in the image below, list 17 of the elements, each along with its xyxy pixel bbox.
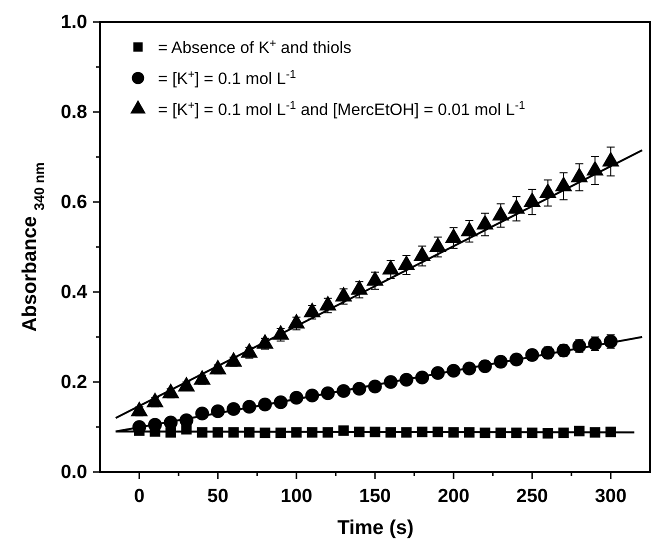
legend-label: = Absence of K$^{+}$ and thiols xyxy=(158,38,352,57)
x-tick-label: 300 xyxy=(594,486,627,507)
x-tick-label: 200 xyxy=(438,486,470,507)
x-tick-label: 100 xyxy=(280,486,312,507)
x-tick-label: 250 xyxy=(516,486,548,507)
x-tick-label: 50 xyxy=(207,486,228,507)
y-tick-label: 1.0 xyxy=(60,12,88,34)
y-tick-label: 0.4 xyxy=(60,282,88,304)
x-tick-label: 0 xyxy=(134,486,145,507)
legend-label: = [K$^{+}$] = 0.1 mol L$^{-1}$ xyxy=(158,69,296,88)
legend-label: = [K$^{+}$] = 0.1 mol L$^{-1}$ and [MercEtOH] = 0.01 mol L$^{-1}$ xyxy=(158,100,526,119)
y-tick-label: 0.6 xyxy=(60,192,88,214)
x-tick-label: 150 xyxy=(359,486,391,507)
y-tick-label: 0.2 xyxy=(60,372,88,394)
y-tick-label: 0.0 xyxy=(60,462,88,484)
y-tick-label: 0.8 xyxy=(60,102,88,124)
x-axis-title: Time (s) xyxy=(337,517,414,539)
